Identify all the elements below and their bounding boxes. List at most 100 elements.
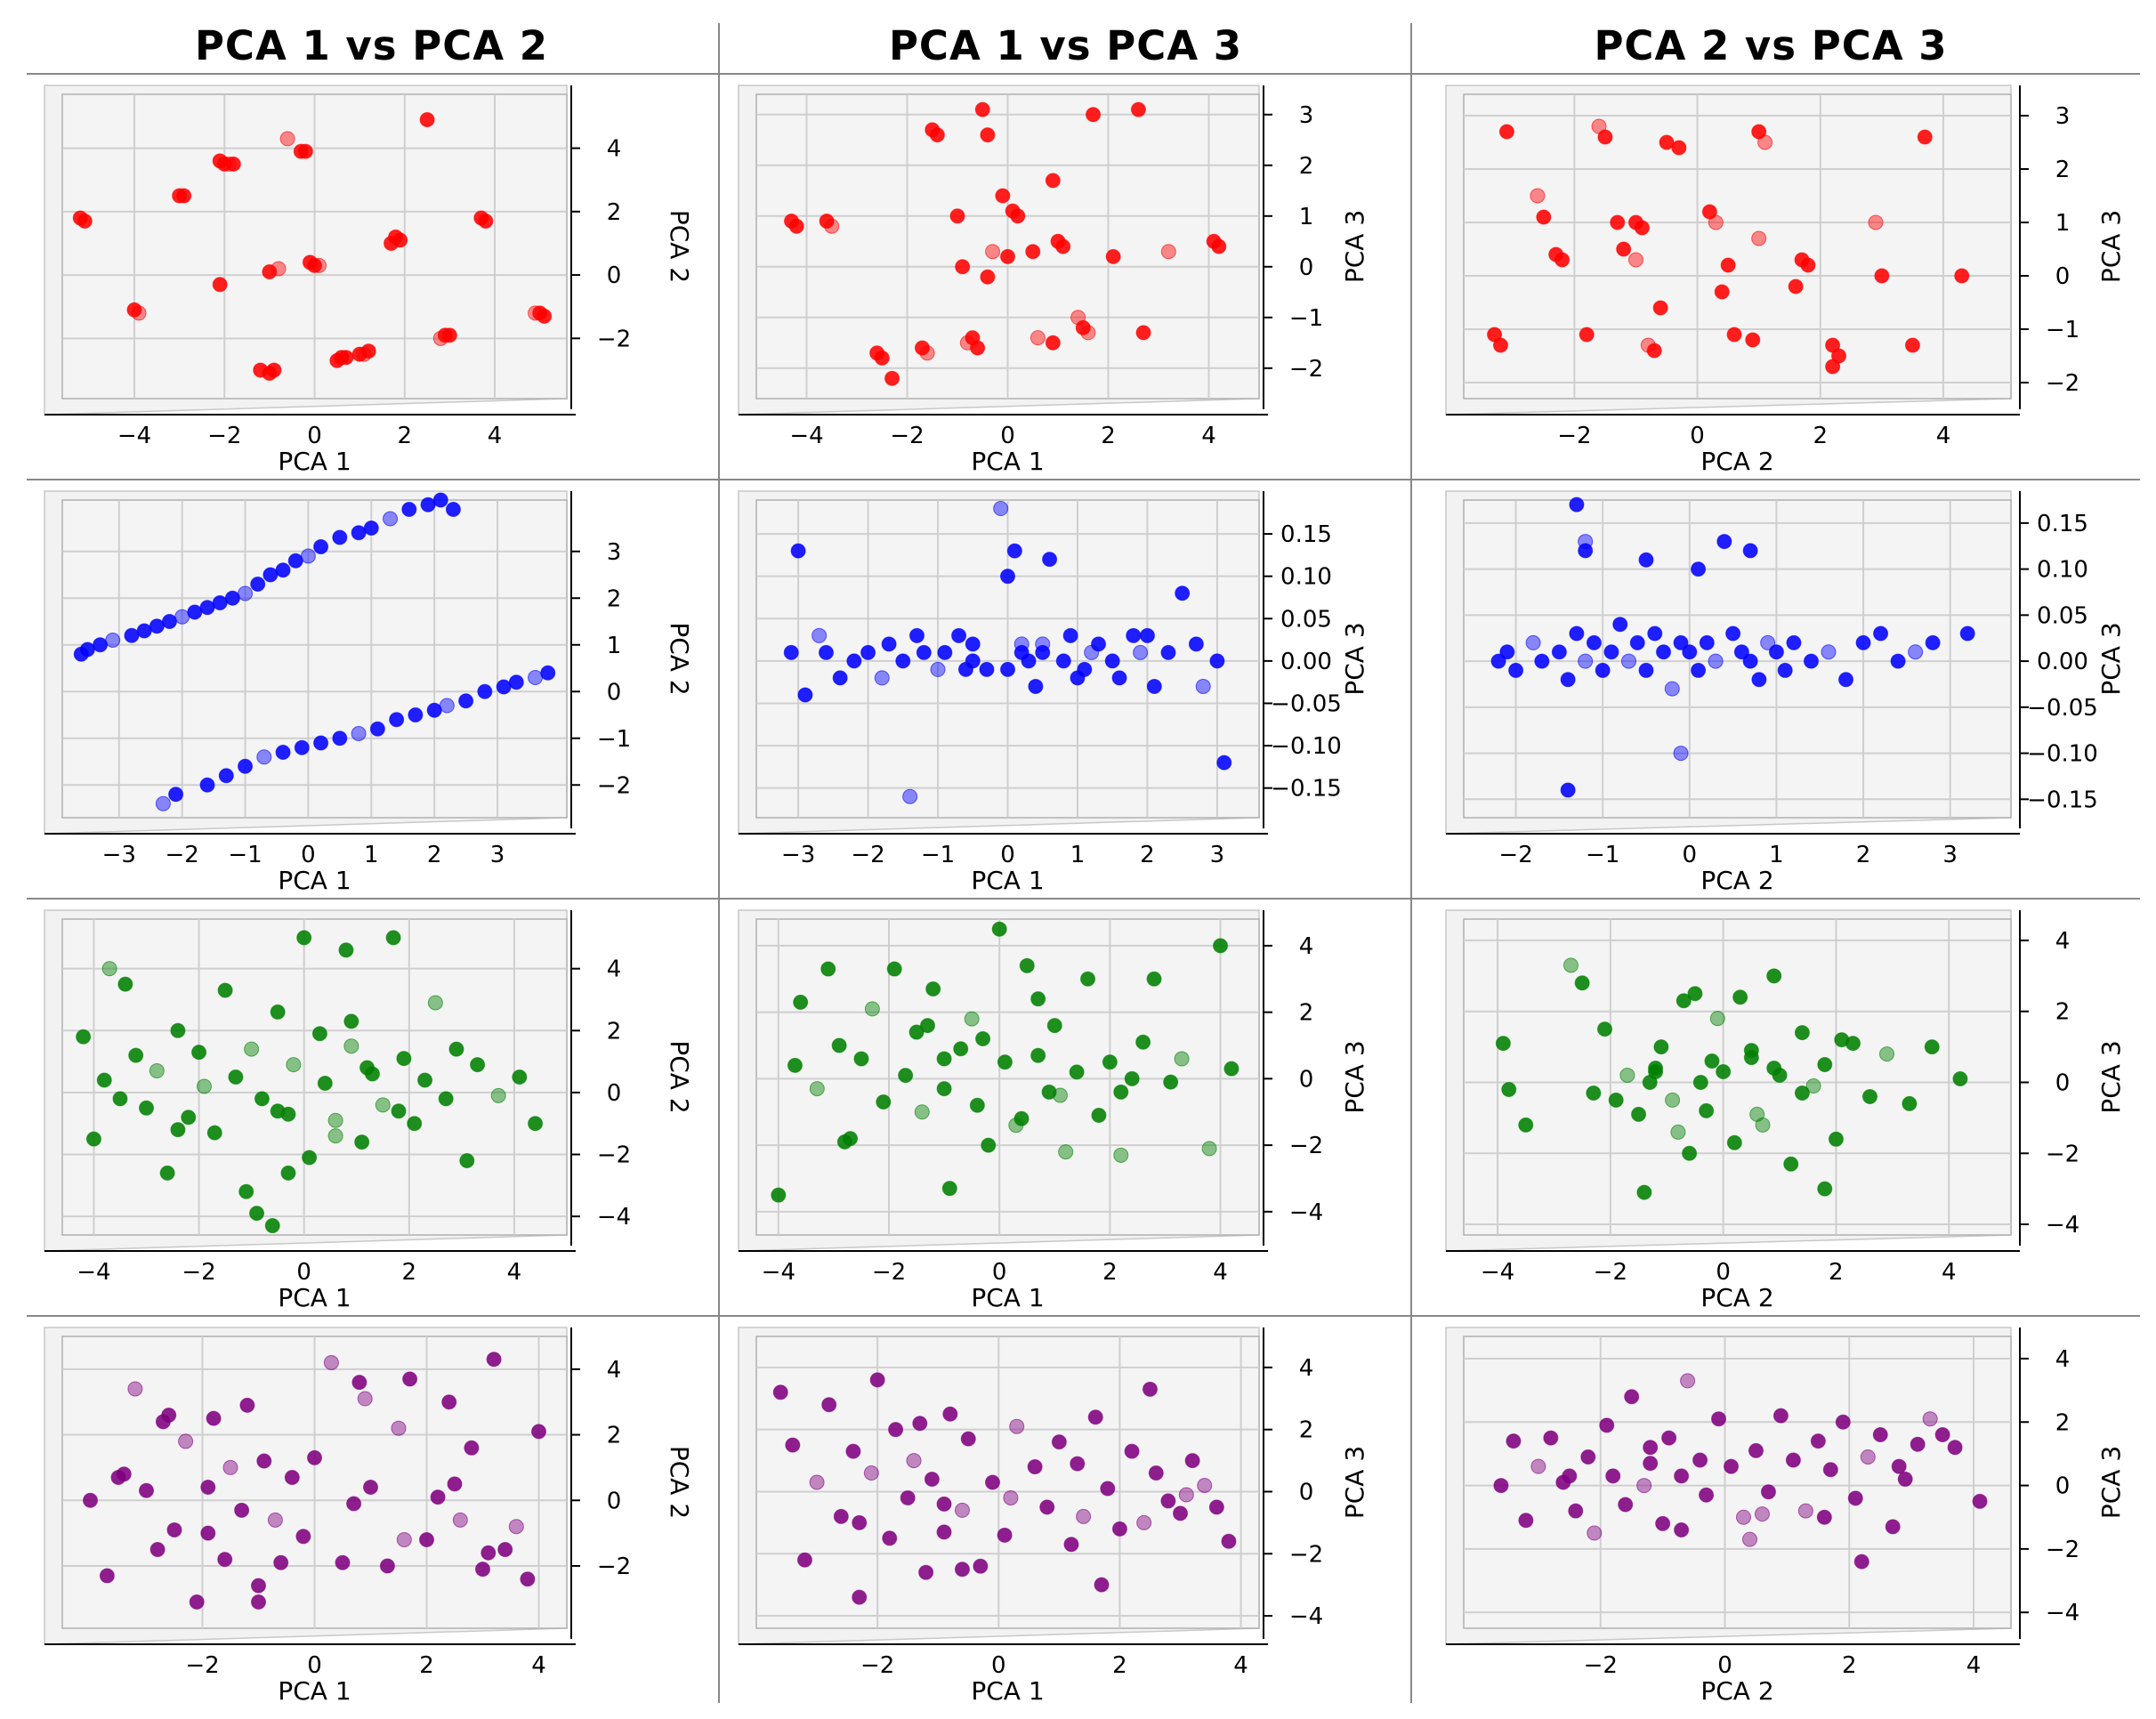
- data-point: [916, 644, 932, 660]
- data-point: [1783, 1156, 1799, 1172]
- data-point: [1070, 310, 1086, 326]
- data-point: [1534, 653, 1550, 669]
- y-tick-label: −2: [2046, 1141, 2079, 1167]
- data-point: [1104, 653, 1120, 669]
- data-point: [824, 218, 840, 234]
- x-tick-label: −3: [102, 842, 136, 868]
- data-point: [1130, 101, 1146, 117]
- data-point: [256, 749, 272, 765]
- data-point: [1785, 1452, 1801, 1468]
- data-point: [275, 745, 291, 760]
- y-tick-label: −1: [2046, 317, 2079, 343]
- data-point: [166, 1521, 182, 1537]
- data-point: [1631, 1106, 1647, 1122]
- data-point: [101, 961, 117, 977]
- data-point: [1748, 1442, 1764, 1458]
- x-tick-label: 0: [1717, 1652, 1732, 1679]
- data-point: [1569, 496, 1585, 512]
- data-point: [76, 1029, 92, 1045]
- data-point: [1525, 634, 1541, 650]
- data-point: [1634, 220, 1650, 236]
- data-point: [1766, 1061, 1782, 1077]
- x-axis-label: PCA 1: [278, 1283, 351, 1312]
- data-point: [1897, 1471, 1913, 1487]
- data-point: [490, 1087, 506, 1103]
- data-point: [852, 1514, 868, 1530]
- data-point: [788, 218, 804, 234]
- data-point: [124, 627, 140, 643]
- data-point: [149, 1542, 166, 1558]
- x-tick-label: 3: [1210, 842, 1225, 868]
- data-point: [351, 726, 367, 741]
- x-tick-label: 1: [1070, 842, 1086, 868]
- data-point: [1825, 359, 1841, 375]
- data-point: [480, 1545, 497, 1561]
- data-point: [1861, 1088, 1877, 1104]
- data-point: [1009, 1418, 1025, 1434]
- data-point: [512, 1069, 528, 1085]
- data-point: [1636, 1478, 1652, 1494]
- data-point: [346, 1496, 362, 1512]
- x-tick-label: 4: [1201, 423, 1216, 449]
- data-point: [1113, 1147, 1129, 1163]
- data-point: [369, 721, 385, 737]
- data-point: [942, 1406, 958, 1422]
- data-point: [1853, 1554, 1869, 1570]
- data-point: [895, 653, 911, 669]
- data-point: [295, 1529, 311, 1545]
- data-point: [267, 1512, 283, 1528]
- data-point: [286, 1057, 302, 1073]
- data-point: [391, 1420, 407, 1436]
- y-tick-label: 1: [1299, 204, 1314, 230]
- data-point: [441, 327, 457, 343]
- data-point: [1111, 670, 1127, 686]
- data-point: [338, 942, 354, 958]
- y-tick-label: −4: [1289, 1199, 1323, 1226]
- data-point: [128, 1047, 144, 1063]
- data-point: [864, 1001, 880, 1017]
- data-point: [1608, 1092, 1624, 1108]
- data-point: [176, 188, 192, 204]
- data-point: [1124, 1443, 1140, 1459]
- data-point: [1733, 644, 1749, 660]
- data-point: [1757, 134, 1773, 150]
- data-point: [1091, 636, 1107, 652]
- y-tick-label: 0: [607, 1080, 622, 1107]
- x-tick-label: −4: [1481, 1259, 1514, 1286]
- data-point: [771, 1187, 787, 1203]
- x-tick-label: 3: [1942, 842, 1958, 868]
- data-point: [908, 1024, 925, 1040]
- data-point: [131, 305, 147, 321]
- data-point: [99, 1568, 115, 1584]
- scatter-panel-r3-c2: −4 −2 0 2 4 4 2 0 −2 −4 PCA 1 PCA 3: [721, 900, 1410, 1315]
- data-point: [991, 921, 1007, 937]
- y-tick-label: 2: [2055, 999, 2071, 1026]
- data-point: [888, 1422, 904, 1438]
- data-point: [1652, 300, 1668, 316]
- data-point: [1709, 1011, 1725, 1027]
- data-point: [919, 345, 935, 361]
- y-axis-label: PCA 2: [665, 210, 694, 283]
- data-point: [191, 1045, 207, 1061]
- y-tick-label: 0: [607, 1488, 622, 1514]
- data-point: [1742, 543, 1758, 559]
- data-point: [244, 1041, 260, 1057]
- y-tick-label: 0.00: [2037, 649, 2088, 675]
- data-point: [212, 595, 228, 610]
- data-point: [1578, 543, 1594, 559]
- data-point: [343, 1013, 359, 1029]
- data-point: [327, 1128, 343, 1144]
- data-point: [1800, 257, 1816, 273]
- data-point: [1188, 636, 1204, 652]
- data-point: [294, 739, 310, 755]
- data-point: [1058, 1144, 1074, 1160]
- x-tick-label: −2: [1557, 423, 1591, 449]
- data-point: [1086, 107, 1102, 123]
- y-tick-label: 2: [1299, 1000, 1314, 1027]
- data-point: [1720, 257, 1736, 273]
- data-point: [793, 994, 809, 1010]
- data-point: [520, 1571, 536, 1587]
- data-point: [1760, 634, 1776, 650]
- data-point: [1178, 1487, 1194, 1503]
- data-point: [812, 627, 828, 643]
